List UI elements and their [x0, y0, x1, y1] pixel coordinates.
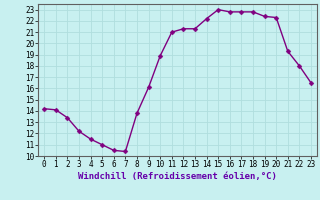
X-axis label: Windchill (Refroidissement éolien,°C): Windchill (Refroidissement éolien,°C): [78, 172, 277, 181]
